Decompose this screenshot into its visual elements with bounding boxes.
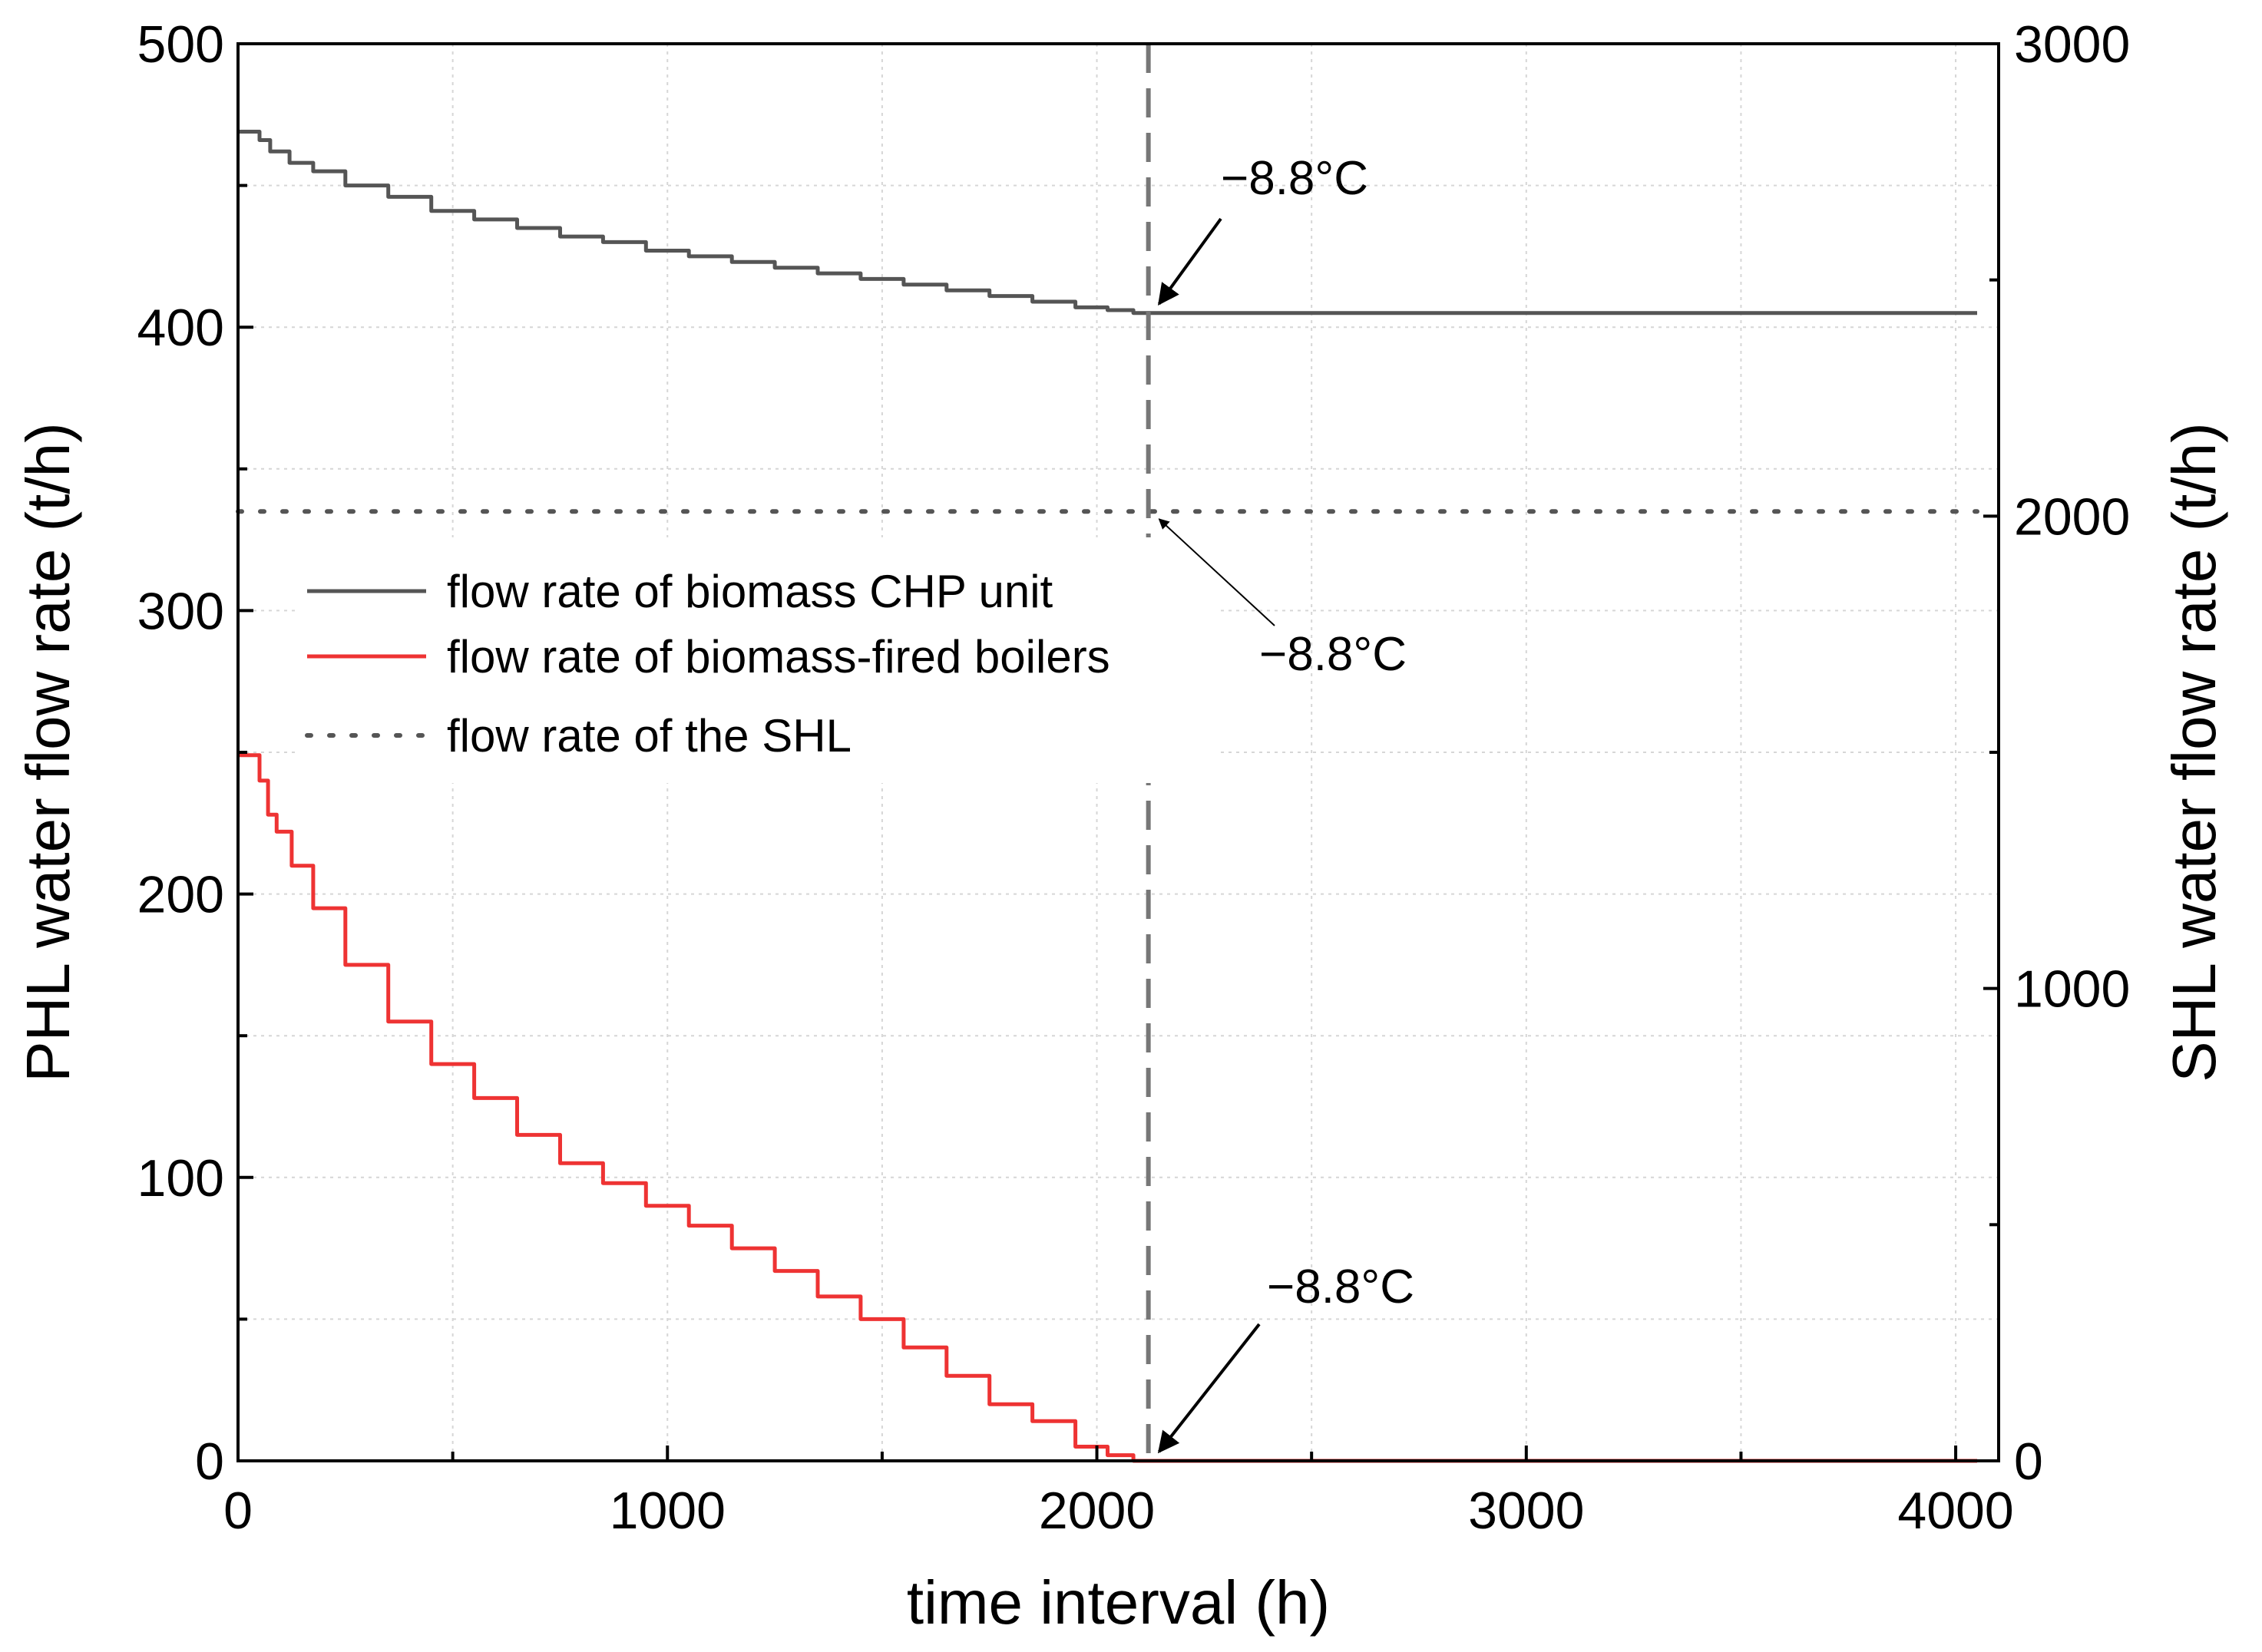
annotation-arrow-1 [1158,518,1275,626]
y-right-tick-label: 2000 [2014,487,2130,546]
legend-label-2: flow rate of the SHL [447,710,852,762]
legend-label-0: flow rate of biomass CHP unit [447,566,1053,617]
legend: flow rate of biomass CHP unit flow rate o… [299,537,1221,783]
x-tick-label: 4000 [1897,1482,2013,1540]
y-left-tick-label: 400 [137,299,224,357]
annotation-arrow-2 [1157,1323,1261,1454]
x-tick-label: 0 [223,1482,253,1540]
tick-labels: 0 1000 2000 3000 400001002003004005000100020… [137,15,2131,1540]
y-axis-right-title: SHL water flow rate (t/h) [2160,422,2228,1082]
annotations: −8.8°C −8.8°C −8.8°C [1157,152,1414,1454]
ticks [236,42,1999,1462]
y-left-tick-label: 200 [137,866,224,924]
series-line-0 [238,130,1977,316]
series-layer [236,130,1979,1463]
y-left-tick-label: 500 [137,15,224,74]
y-right-tick-label: 1000 [2014,960,2130,1019]
y-right-tick-label: 3000 [2014,15,2130,74]
annotation-arrow-0 [1158,217,1222,306]
x-tick-label: 3000 [1468,1482,1584,1540]
legend-label-1: flow rate of biomass-fired boilers [447,631,1110,682]
annotation-label-2: −8.8°C [1267,1260,1414,1313]
y-axis-left-title: PHL water flow rate (t/h) [14,422,82,1082]
x-axis-title: time interval (h) [907,1568,1330,1637]
y-right-tick-label: 0 [2014,1432,2043,1491]
y-left-tick-label: 300 [137,582,224,640]
y-left-tick-label: 0 [195,1432,224,1491]
x-tick-label: 2000 [1039,1482,1155,1540]
annotation-label-0: −8.8°C [1221,152,1368,205]
annotation-label-1: −8.8°C [1259,628,1407,681]
x-tick-label: 1000 [610,1482,726,1540]
legend-background [299,537,1221,783]
y-left-tick-label: 100 [137,1149,224,1208]
series-line-1 [238,753,1977,1463]
